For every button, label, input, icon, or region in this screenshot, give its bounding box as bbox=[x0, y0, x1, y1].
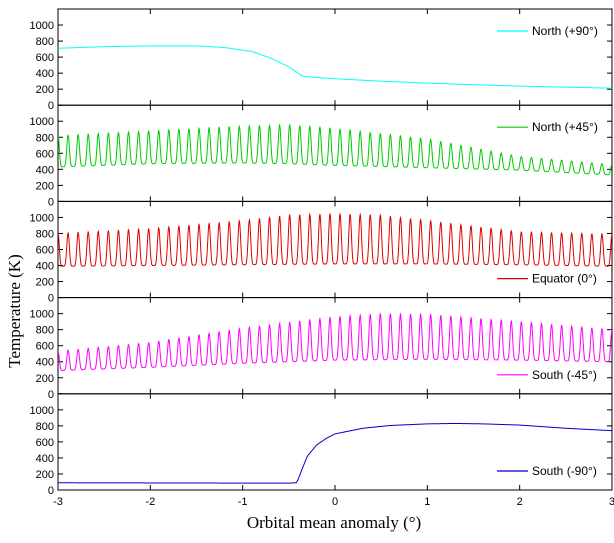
y-tick-label: 800 bbox=[36, 228, 54, 240]
y-tick-label: 1000 bbox=[30, 212, 54, 224]
panel-5: 0 200 400 600 800 1000 South (-90°) bbox=[30, 393, 613, 497]
y-tick-label: 600 bbox=[36, 52, 54, 64]
series-line bbox=[58, 123, 612, 176]
y-tick-label: 1000 bbox=[30, 405, 54, 417]
x-tick-label: -1 bbox=[238, 496, 248, 508]
x-tick-label: -2 bbox=[145, 496, 155, 508]
y-tick-label: 400 bbox=[36, 261, 54, 273]
y-tick-label: 1000 bbox=[30, 309, 54, 321]
y-tick-label: 800 bbox=[36, 325, 54, 337]
series-line bbox=[58, 45, 612, 89]
x-tick-label: 3 bbox=[609, 496, 614, 508]
panels: 0 200 400 600 800 1000 North (+90°) 0 200 400 600 8… bbox=[30, 8, 613, 497]
x-tick-label: 1 bbox=[424, 496, 430, 508]
panel-1: 0 200 400 600 800 1000 North (+90°) bbox=[30, 8, 613, 112]
x-tick-label: 2 bbox=[517, 496, 523, 508]
y-tick-label: 1000 bbox=[30, 20, 54, 32]
y-tick-label: 600 bbox=[36, 341, 54, 353]
legend-label: North (+90°) bbox=[532, 24, 598, 38]
panel-frame bbox=[57, 297, 613, 395]
y-tick-label: 1000 bbox=[30, 116, 54, 128]
y-tick-label: 400 bbox=[36, 453, 54, 465]
panel-2: 0 200 400 600 800 1000 North (+45°) bbox=[30, 104, 613, 208]
y-tick-label: 0 bbox=[48, 100, 54, 112]
series-line bbox=[58, 422, 612, 484]
panel-frame bbox=[57, 393, 613, 491]
y-tick-label: 200 bbox=[36, 469, 54, 481]
panel-4: 0 200 400 600 800 1000 South (-45°) bbox=[30, 297, 613, 401]
y-axis-label: Temperature (K) bbox=[5, 254, 24, 368]
legend-label: South (-45°) bbox=[532, 368, 597, 382]
y-tick-label: 0 bbox=[48, 485, 54, 497]
y-tick-label: 400 bbox=[36, 164, 54, 176]
y-tick-label: 0 bbox=[48, 389, 54, 401]
series-line bbox=[58, 212, 612, 267]
y-tick-label: 600 bbox=[36, 245, 54, 257]
series-line bbox=[58, 312, 612, 371]
legend-label: Equator (0°) bbox=[532, 272, 597, 286]
panel-frame bbox=[57, 200, 613, 299]
panel-frame bbox=[57, 8, 613, 106]
y-tick-label: 800 bbox=[36, 421, 54, 433]
y-tick-label: 400 bbox=[36, 357, 54, 369]
legend-label: South (-90°) bbox=[532, 464, 597, 478]
y-tick-label: 600 bbox=[36, 148, 54, 160]
y-tick-label: 200 bbox=[36, 84, 54, 96]
x-tick-label: -3 bbox=[53, 496, 63, 508]
y-tick-label: 600 bbox=[36, 437, 54, 449]
y-tick-label: 0 bbox=[48, 293, 54, 305]
y-tick-label: 800 bbox=[36, 132, 54, 144]
panel-3: 0 200 400 600 800 1000 Equator (0°) bbox=[30, 200, 613, 305]
x-axis: -3 -2 -1 0 1 2 3 bbox=[53, 496, 614, 508]
y-tick-label: 0 bbox=[48, 196, 54, 208]
y-tick-label: 200 bbox=[36, 180, 54, 192]
y-tick-label: 400 bbox=[36, 68, 54, 80]
y-tick-label: 800 bbox=[36, 36, 54, 48]
x-tick-label: 0 bbox=[332, 496, 338, 508]
y-tick-label: 200 bbox=[36, 277, 54, 289]
x-axis-label: Orbital mean anomaly (°) bbox=[247, 513, 421, 532]
panel-frame bbox=[57, 104, 613, 202]
legend-label: North (+45°) bbox=[532, 120, 598, 134]
y-tick-label: 200 bbox=[36, 373, 54, 385]
